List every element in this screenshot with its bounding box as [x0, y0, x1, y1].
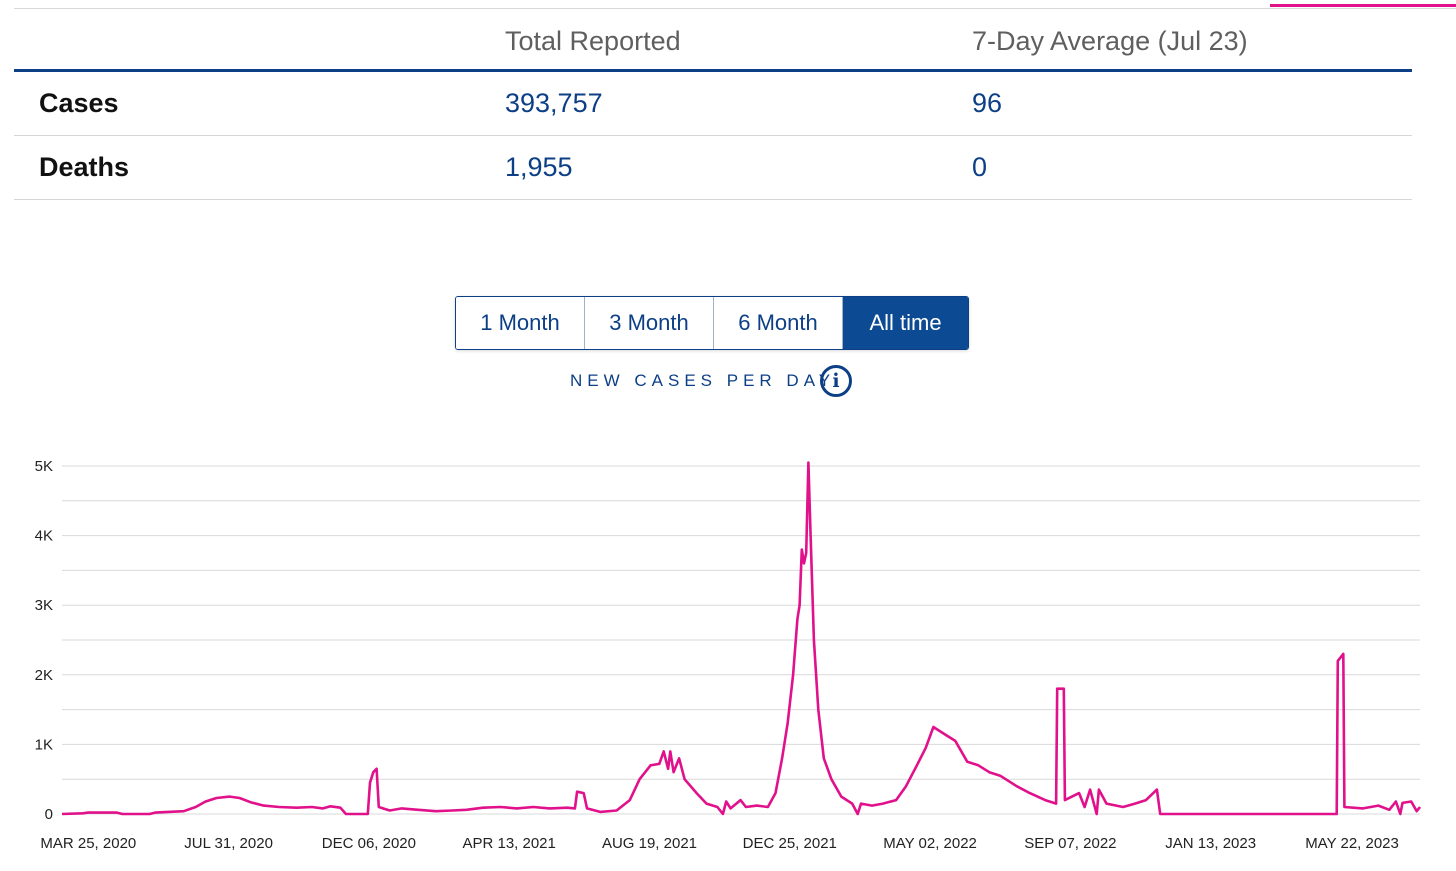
info-icon[interactable]: i	[820, 365, 852, 397]
gridlines	[62, 465, 1420, 815]
table-row-deaths: Deaths 1,955 0	[14, 136, 1412, 200]
series-layer	[61, 461, 1422, 816]
table-row-cases: Cases 393,757 96	[14, 72, 1412, 136]
y-tick-label: 4K	[35, 528, 53, 545]
deaths-total: 1,955	[505, 152, 573, 182]
header-seven-day-average: 7-Day Average (Jul 23)	[972, 26, 1248, 56]
x-axis-ticks: MAR 25, 2020 JUL 31, 2020 DEC 06, 2020 APR …	[40, 835, 1399, 852]
x-tick-label: JAN 13, 2023	[1165, 835, 1256, 852]
x-tick-label: AUG 19, 2021	[602, 835, 697, 852]
y-tick-label: 0	[45, 806, 53, 823]
y-tick-label: 1K	[35, 736, 53, 753]
deaths-average: 0	[972, 152, 988, 182]
x-tick-label: MAY 22, 2023	[1305, 835, 1399, 852]
y-tick-label: 3K	[35, 597, 53, 614]
cases-average: 96	[972, 88, 1003, 118]
x-tick-label: DEC 06, 2020	[322, 835, 416, 852]
x-tick-label: MAY 02, 2022	[883, 835, 977, 852]
range-button-3-month[interactable]: 3 Month	[585, 297, 714, 349]
row-label: Deaths	[39, 152, 130, 182]
y-tick-label: 5K	[35, 458, 53, 475]
range-button-all-time[interactable]: All time	[843, 297, 968, 349]
x-tick-label: JUL 31, 2020	[184, 835, 273, 852]
cases-total: 393,757	[505, 88, 603, 118]
y-tick-label: 2K	[35, 667, 53, 684]
chart-title: NEW CASES PER DAY	[570, 371, 836, 390]
time-range-selector: 1 Month 3 Month 6 Month All time	[455, 296, 969, 350]
summary-table: Total Reported 7-Day Average (Jul 23) Ca…	[14, 14, 1412, 200]
active-tab-indicator	[1270, 4, 1456, 7]
header-total-reported: Total Reported	[505, 26, 681, 56]
table-header-row: Total Reported 7-Day Average (Jul 23)	[14, 14, 1412, 72]
range-button-6-month[interactable]: 6 Month	[714, 297, 843, 349]
x-tick-label: APR 13, 2021	[462, 835, 555, 852]
top-divider	[14, 8, 1456, 9]
x-tick-label: SEP 07, 2022	[1024, 835, 1116, 852]
x-tick-label: MAR 25, 2020	[40, 835, 136, 852]
series-line-new-cases	[61, 461, 1422, 816]
y-axis-ticks: 0 1K 2K 3K 4K 5K	[35, 458, 53, 823]
range-button-1-month[interactable]: 1 Month	[456, 297, 585, 349]
new-cases-chart: 0 1K 2K 3K 4K 5K MAR 25, 2020 JUL 31, 2020 DEC …	[35, 458, 1422, 852]
x-tick-label: DEC 25, 2021	[743, 835, 837, 852]
row-label: Cases	[39, 88, 119, 118]
